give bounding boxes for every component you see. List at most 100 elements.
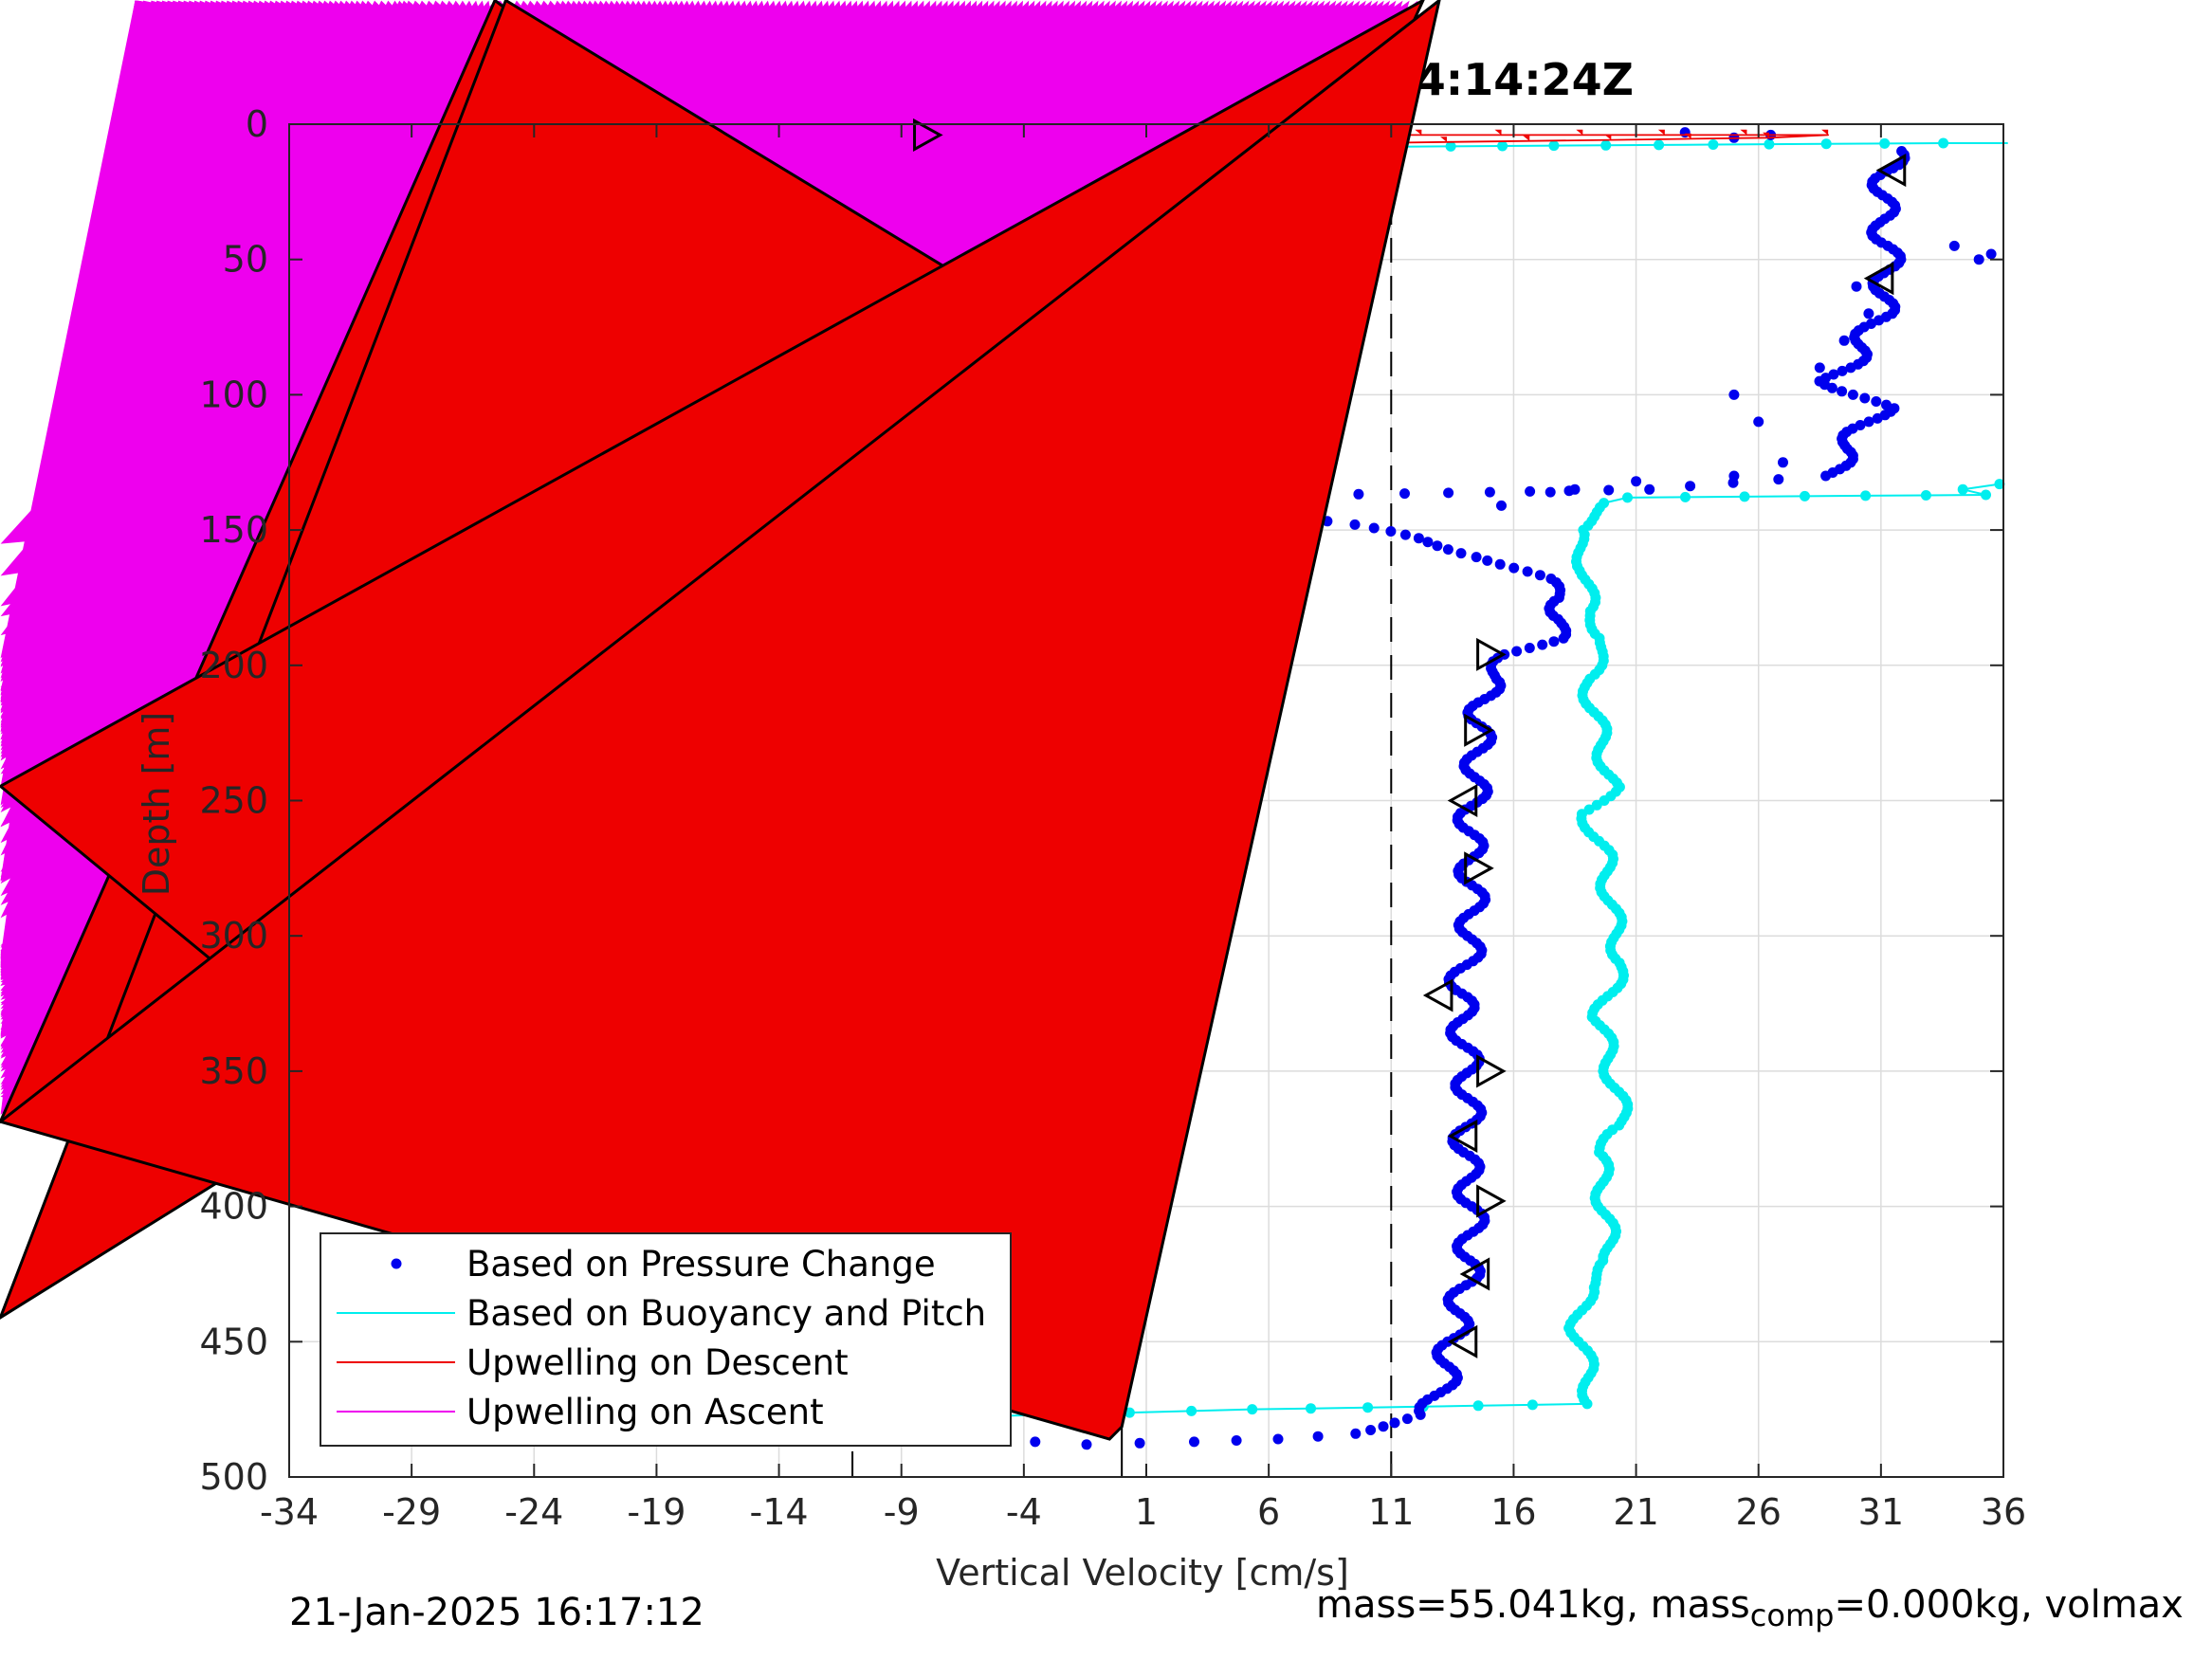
footer-mass-sub: comp xyxy=(1749,1597,1835,1633)
pressure-point xyxy=(1442,544,1453,556)
buoyancy-point xyxy=(1247,1404,1258,1415)
pressure-point xyxy=(1134,1437,1145,1449)
pressure-outlier-point xyxy=(1545,486,1556,498)
pressure-point xyxy=(1855,420,1866,430)
pressure-outlier-point xyxy=(1569,483,1581,495)
pressure-point xyxy=(1349,519,1361,530)
open-left-triangle-marker xyxy=(1447,1324,1478,1358)
buoyancy-point xyxy=(1981,489,1991,501)
open-right-triangle-marker xyxy=(1464,851,1494,885)
pressure-point xyxy=(1685,481,1696,492)
x-tick-label: -9 xyxy=(884,1491,920,1533)
pressure-point xyxy=(1272,1433,1284,1445)
pressure-point xyxy=(1545,574,1557,584)
pressure-outlier-point xyxy=(1728,389,1740,400)
pressure-point xyxy=(1525,485,1536,497)
legend-entry-label: Upwelling on Ascent xyxy=(466,1392,824,1432)
legend-pressure-symbol xyxy=(391,1258,402,1269)
pressure-outlier-point xyxy=(1948,240,1960,251)
x-tick-label: 21 xyxy=(1613,1491,1658,1533)
legend-entry-label: Based on Pressure Change xyxy=(466,1244,936,1285)
descent-triangle xyxy=(1440,137,1448,142)
buoyancy-point xyxy=(1548,140,1560,152)
buoyancy-point xyxy=(1497,140,1508,152)
y-tick-label: 450 xyxy=(199,1321,268,1362)
x-tick-label: 16 xyxy=(1490,1491,1536,1533)
descent-triangle xyxy=(1821,129,1829,136)
pressure-point xyxy=(1820,373,1832,384)
pressure-point xyxy=(1847,389,1858,400)
footer-timestamp: 21-Jan-2025 16:17:12 xyxy=(289,1591,704,1634)
y-tick-label: 300 xyxy=(199,915,268,957)
buoyancy-point xyxy=(1622,492,1633,503)
x-tick-label: -4 xyxy=(1006,1491,1042,1533)
descent-triangle xyxy=(1657,129,1665,136)
y-tick-label: 200 xyxy=(199,645,268,686)
open-left-triangle-marker xyxy=(1863,262,1894,296)
pressure-point xyxy=(1353,488,1364,500)
pressure-point xyxy=(1524,643,1535,653)
pressure-point xyxy=(1859,392,1871,404)
pressure-point xyxy=(1471,552,1482,563)
legend-box xyxy=(320,1232,1012,1447)
pressure-point xyxy=(1548,636,1560,647)
buoyancy-point xyxy=(1739,491,1750,502)
pressure-outlier-point xyxy=(1728,470,1740,482)
axes xyxy=(288,123,2004,1478)
pressure-outlier-point xyxy=(1838,335,1850,346)
pressure-point xyxy=(1889,403,1900,414)
y-tick-label: 350 xyxy=(199,1050,268,1092)
x-tick-label: 11 xyxy=(1368,1491,1414,1533)
pressure-point xyxy=(1511,646,1523,657)
pressure-outlier-point xyxy=(1985,248,1997,260)
y-tick-label: 400 xyxy=(199,1186,268,1228)
descent-triangle xyxy=(1494,129,1502,136)
y-axis-label: Depth [m] xyxy=(136,712,177,897)
pressure-point xyxy=(1482,555,1493,566)
pressure-point xyxy=(1422,537,1434,548)
footer-mass-rest: =0.000kg, volmax xyxy=(1834,1583,2184,1627)
legend-entry-label: Based on Buoyancy and Pitch xyxy=(466,1293,986,1334)
x-tick-label: 31 xyxy=(1858,1491,1904,1533)
pressure-point xyxy=(1494,558,1506,570)
x-tick-label: -24 xyxy=(504,1491,563,1533)
pressure-outlier-point xyxy=(1863,308,1874,319)
footer-mass-text: mass=55.041kg, mass xyxy=(1316,1583,1750,1627)
triangle-markers xyxy=(0,0,1907,1441)
buoyancy-point xyxy=(1445,140,1456,152)
pressure-point xyxy=(1508,562,1520,574)
descent-triangle xyxy=(1762,132,1769,138)
pressure-point xyxy=(1863,416,1874,428)
pressure-point xyxy=(1455,548,1467,559)
pressure-outlier-point xyxy=(1973,254,1984,265)
descent-triangle xyxy=(1415,129,1422,136)
red-up-triangle-marker xyxy=(0,0,1441,1441)
pressure-point xyxy=(1603,484,1615,496)
open-left-triangle-marker xyxy=(1447,1119,1478,1153)
buoyancy-point xyxy=(1860,490,1872,501)
open-left-triangle-marker xyxy=(1447,783,1478,818)
tick-labels: -34 -29 -24 -19 -14 -9 -4 1 6 11 16 21 26 31 360501001… xyxy=(199,103,2026,1533)
open-right-triangle-marker xyxy=(1476,1184,1507,1218)
pressure-point xyxy=(1443,487,1454,499)
buoyancy-point xyxy=(1600,139,1612,151)
pressure-point xyxy=(1871,396,1882,407)
pressure-point xyxy=(1773,474,1784,485)
legend: Based on Pressure Change Based on Buoyanc… xyxy=(320,1232,1012,1447)
open-left-triangle-marker xyxy=(1875,153,1907,188)
pressure-point xyxy=(1837,365,1848,376)
pressure-point xyxy=(1881,399,1892,410)
pressure-point xyxy=(1312,1431,1324,1442)
pressure-outlier-point xyxy=(1814,362,1825,374)
y-tick-label: 50 xyxy=(223,239,268,281)
pressure-point xyxy=(1399,488,1410,500)
buoyancy-point xyxy=(1472,1400,1484,1412)
pressure-outlier-point xyxy=(1496,500,1507,511)
pressure-point xyxy=(1828,369,1839,380)
x-tick-label: -14 xyxy=(750,1491,809,1533)
buoyancy-point xyxy=(1708,139,1719,150)
pressure-point xyxy=(1896,146,1908,156)
pressure-point xyxy=(1484,486,1495,498)
x-tick-label: -34 xyxy=(260,1491,319,1533)
